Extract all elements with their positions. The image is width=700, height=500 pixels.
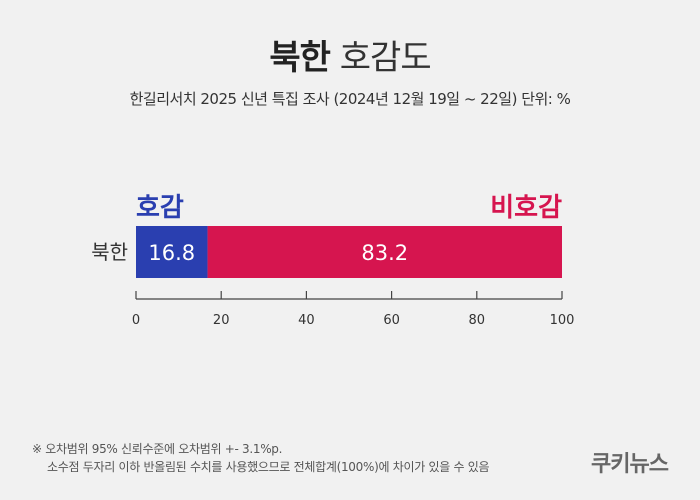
legend-favorable: 호감 — [136, 193, 184, 223]
x-axis-tick-label: 20 — [213, 313, 230, 328]
brand-logo: 쿠키뉴스 — [591, 452, 669, 477]
footnote-line-1: ※ 오차범위 95% 신뢰수준에 오차범위 +- 3.1%p. — [32, 442, 283, 456]
footnote: ※ 오차범위 95% 신뢰수준에 오차범위 +- 3.1%p. 소수점 두자리 … — [32, 440, 489, 476]
x-axis-tick-label: 0 — [132, 313, 140, 328]
bar-segment-unfavorable — [207, 226, 562, 278]
x-axis-tick-label: 100 — [550, 313, 575, 328]
legend-unfavorable: 비호감 — [490, 193, 562, 223]
chart-title: 북한 호감도 — [0, 30, 700, 79]
bar-segment-favorable — [136, 226, 208, 278]
chart-subtitle: 한길리서치 2025 신년 특집 조사 (2024년 12월 19일 ~ 22일… — [129, 90, 571, 108]
bar-value-label-favorable: 16.8 — [148, 241, 195, 265]
footnote-line-2: 소수점 두자리 이하 반올림된 수치를 사용했으므로 전체합계(100%)에 차… — [47, 460, 490, 474]
x-axis-tick-label: 80 — [469, 313, 486, 328]
bar-value-label-unfavorable: 83.2 — [361, 241, 408, 265]
x-axis-tick-label: 60 — [383, 313, 400, 328]
chart-title-light: 호감도 — [339, 38, 432, 78]
category-label: 북한 — [91, 240, 128, 264]
x-axis-tick-label: 40 — [298, 313, 315, 328]
chart-title-bold: 북한 — [269, 38, 331, 78]
